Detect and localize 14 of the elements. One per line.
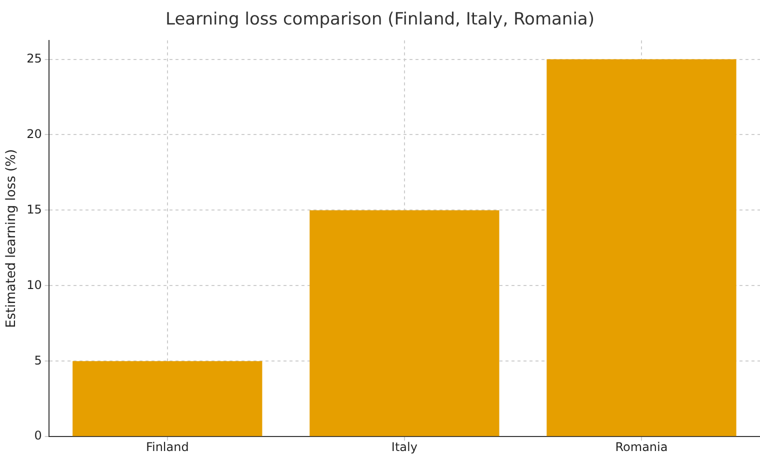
x-tick-label: Romania [615,440,668,454]
y-tick-label: 10 [26,278,42,292]
bar [310,210,500,436]
x-tick-label: Finland [146,440,189,454]
y-tick-label: 25 [26,51,42,66]
y-tick-label: 5 [34,353,42,368]
y-axis-title: Estimated learning loss (%) [4,149,20,328]
bar [546,59,736,436]
x-tick-label: Italy [391,440,418,454]
y-tick-label: 15 [26,202,42,216]
chart-title: Learning loss comparison (Finland, Italy, Romania) [166,10,594,30]
bar [72,361,262,436]
y-tick-label: 20 [26,126,42,141]
y-tick-label: 0 [34,428,42,443]
